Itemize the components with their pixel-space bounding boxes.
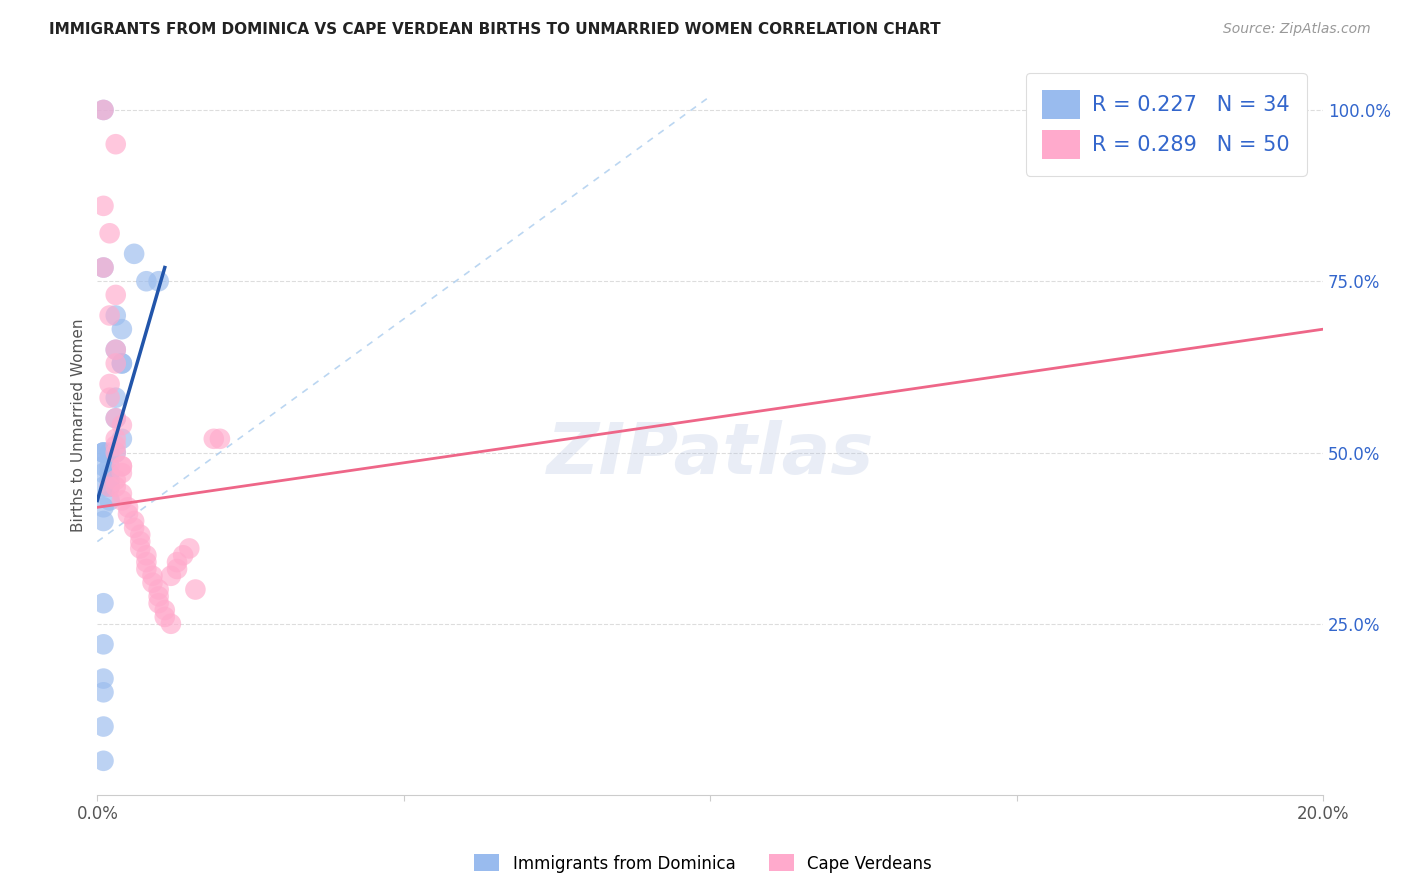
Point (93, 720, 115, 734)
Point (93, 514, 115, 528)
Point (153, 610, 176, 624)
Point (184, 582, 207, 597)
Point (122, 247, 145, 261)
Point (98, 227, 121, 241)
Point (93, 596, 115, 610)
Point (166, 555, 188, 569)
Point (111, 493, 134, 508)
Point (129, 534, 152, 549)
Point (148, 596, 170, 610)
Point (202, 432, 225, 446)
Point (104, 432, 127, 446)
Point (93, 754, 115, 768)
Point (98, 493, 121, 508)
Point (93, 685, 115, 699)
Point (179, 541, 201, 556)
Point (208, 432, 231, 446)
Point (93, 672, 115, 686)
Y-axis label: Births to Unmarried Women: Births to Unmarried Women (72, 318, 86, 532)
Point (98, 480, 121, 494)
Point (148, 582, 170, 597)
Point (104, 309, 127, 323)
Point (129, 527, 152, 541)
Text: ZIPatlas: ZIPatlas (547, 420, 875, 489)
Point (111, 432, 134, 446)
Point (98, 473, 121, 487)
Point (122, 521, 145, 535)
Point (111, 356, 134, 370)
Point (98, 445, 121, 459)
Point (93, 637, 115, 651)
Point (129, 541, 152, 556)
Point (160, 616, 183, 631)
Point (135, 274, 157, 288)
Point (141, 569, 163, 583)
Point (135, 549, 157, 563)
Point (153, 603, 176, 617)
Point (104, 137, 127, 152)
Point (111, 418, 134, 433)
Point (104, 356, 127, 370)
Point (104, 343, 127, 357)
Point (104, 445, 127, 459)
Point (111, 486, 134, 500)
Point (93, 480, 115, 494)
Point (98, 309, 121, 323)
Point (104, 343, 127, 357)
Point (93, 260, 115, 275)
Point (148, 590, 170, 604)
Point (104, 445, 127, 459)
Point (93, 103, 115, 117)
Point (93, 500, 115, 515)
Point (104, 411, 127, 425)
Point (93, 445, 115, 459)
Text: Source: ZipAtlas.com: Source: ZipAtlas.com (1223, 22, 1371, 37)
Point (135, 562, 157, 576)
Point (111, 459, 134, 474)
Point (148, 274, 170, 288)
Legend: Immigrants from Dominica, Cape Verdeans: Immigrants from Dominica, Cape Verdeans (468, 847, 938, 880)
Point (93, 199, 115, 213)
Point (172, 549, 194, 563)
Point (93, 466, 115, 480)
Point (111, 322, 134, 336)
Point (117, 500, 139, 515)
Point (93, 459, 115, 474)
Point (93, 260, 115, 275)
Point (104, 473, 127, 487)
Point (117, 507, 139, 521)
Point (98, 391, 121, 405)
Point (93, 445, 115, 459)
Legend: R = 0.227   N = 34, R = 0.289   N = 50: R = 0.227 N = 34, R = 0.289 N = 50 (1025, 73, 1306, 176)
Point (111, 356, 134, 370)
Point (166, 562, 188, 576)
Point (104, 411, 127, 425)
Point (93, 445, 115, 459)
Point (104, 480, 127, 494)
Point (98, 466, 121, 480)
Point (98, 480, 121, 494)
Point (160, 569, 183, 583)
Point (122, 514, 145, 528)
Point (98, 459, 121, 474)
Text: IMMIGRANTS FROM DOMINICA VS CAPE VERDEAN BIRTHS TO UNMARRIED WOMEN CORRELATION C: IMMIGRANTS FROM DOMINICA VS CAPE VERDEAN… (49, 22, 941, 37)
Point (104, 288, 127, 302)
Point (141, 575, 163, 590)
Point (111, 459, 134, 474)
Point (135, 555, 157, 569)
Point (93, 103, 115, 117)
Point (111, 466, 134, 480)
Point (104, 391, 127, 405)
Point (98, 376, 121, 391)
Point (104, 439, 127, 453)
